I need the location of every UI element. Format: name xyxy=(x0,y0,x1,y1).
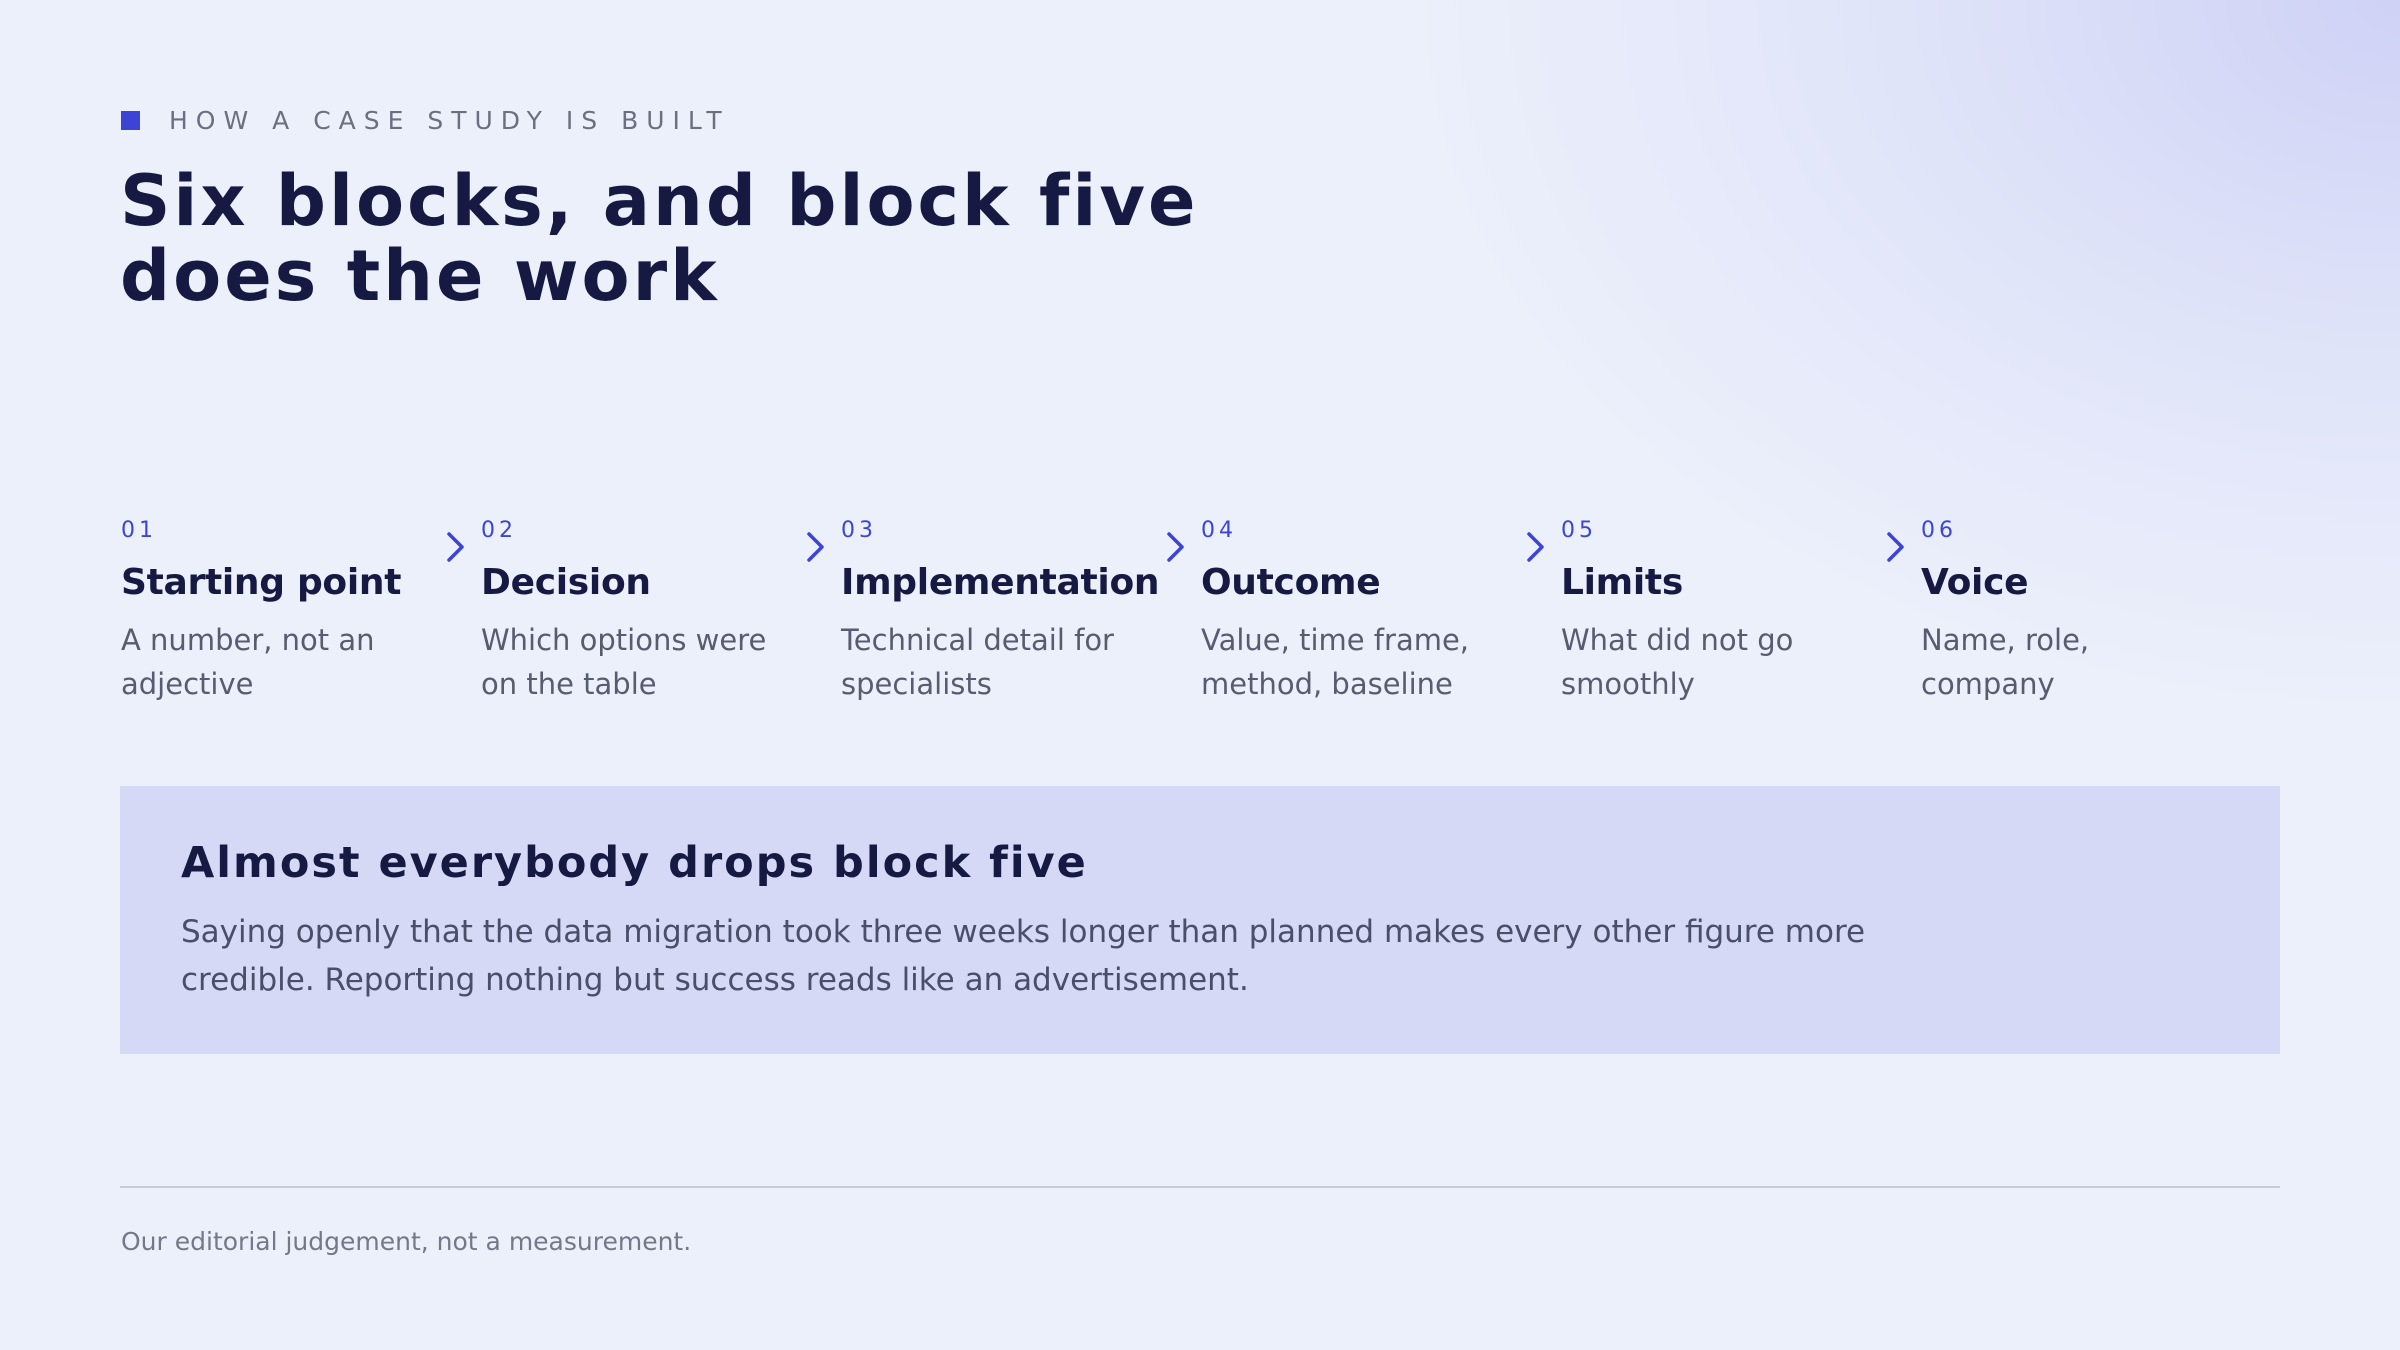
square-marker-icon xyxy=(121,111,140,130)
page-title-line-1: Six blocks, and block five xyxy=(120,160,1199,242)
footnote: Our editorial judgement, not a measureme… xyxy=(121,1227,692,1256)
chevron-right-icon xyxy=(807,532,824,562)
step-number: 06 xyxy=(1921,518,1957,543)
page-title: Six blocks, and block five does the work xyxy=(120,164,1220,314)
step-starting-point: 01 Starting point A number, not an adjec… xyxy=(121,518,426,706)
step-description: What did not go smoothly xyxy=(1561,623,1794,701)
page-title-line-2: does the work xyxy=(120,235,720,317)
step-title: Starting point xyxy=(121,562,402,603)
eyebrow: HOW A CASE STUDY IS BUILT xyxy=(121,106,730,135)
step-description: Which options were on the table xyxy=(481,623,767,701)
chevron-right-icon xyxy=(1167,532,1184,562)
step-description: A number, not an adjective xyxy=(121,623,375,701)
step-decision: 02 Decision Which options were on the ta… xyxy=(481,518,786,706)
step-description: Value, time frame, method, baseline xyxy=(1201,623,1470,701)
step-title: Voice xyxy=(1921,562,2029,603)
eyebrow-label: HOW A CASE STUDY IS BUILT xyxy=(169,106,730,135)
step-number: 05 xyxy=(1561,518,1597,543)
step-number: 02 xyxy=(481,518,517,543)
step-voice: 06 Voice Name, role, company xyxy=(1921,518,2226,706)
step-number: 01 xyxy=(121,518,157,543)
steps-row: 01 Starting point A number, not an adjec… xyxy=(121,518,2281,718)
step-title: Implementation xyxy=(841,562,1160,603)
step-description: Name, role, company xyxy=(1921,623,2090,701)
step-number: 04 xyxy=(1201,518,1237,543)
step-title: Outcome xyxy=(1201,562,1381,603)
step-limits: 05 Limits What did not go smoothly xyxy=(1561,518,1866,706)
chevron-right-icon xyxy=(1527,532,1544,562)
step-implementation: 03 Implementation Technical detail for s… xyxy=(841,518,1160,706)
callout-title: Almost everybody drops block five xyxy=(181,838,1088,888)
step-description: Technical detail for specialists xyxy=(841,623,1114,701)
callout-box: Almost everybody drops block five Saying… xyxy=(120,786,2280,1054)
step-outcome: 04 Outcome Value, time frame, method, ba… xyxy=(1201,518,1506,706)
step-title: Limits xyxy=(1561,562,1683,603)
step-title: Decision xyxy=(481,562,651,603)
chevron-right-icon xyxy=(1887,532,1904,562)
footer-divider xyxy=(120,1186,2280,1188)
chevron-right-icon xyxy=(447,532,464,562)
step-number: 03 xyxy=(841,518,877,543)
callout-body: Saying openly that the data migration to… xyxy=(181,914,1866,998)
